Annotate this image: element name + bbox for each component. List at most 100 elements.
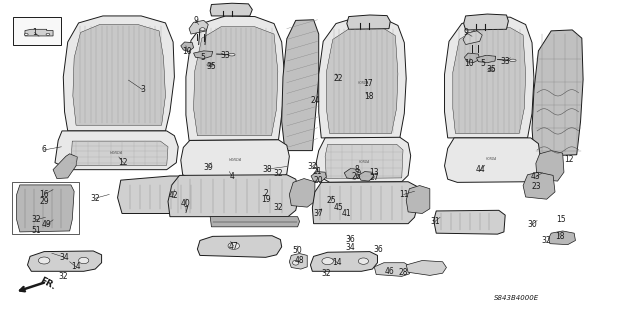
Polygon shape [476,55,495,63]
Text: 18: 18 [555,232,564,241]
Ellipse shape [209,64,212,66]
Text: 12: 12 [118,158,128,167]
Polygon shape [316,137,411,182]
Text: 27: 27 [369,174,379,182]
Text: 15: 15 [557,215,566,224]
Ellipse shape [488,68,494,71]
Ellipse shape [200,28,205,31]
Text: 41: 41 [342,209,351,218]
Polygon shape [25,29,53,36]
Text: 32: 32 [308,162,317,171]
Polygon shape [406,261,447,275]
Text: 32: 32 [542,236,552,245]
Polygon shape [53,154,77,179]
Polygon shape [312,182,419,224]
Text: 36: 36 [374,245,383,254]
Ellipse shape [322,258,333,265]
Polygon shape [311,172,326,182]
Text: HONDA: HONDA [358,81,369,85]
Polygon shape [434,210,505,234]
Polygon shape [536,151,564,181]
Text: 28: 28 [398,268,408,277]
Text: 25: 25 [326,196,336,205]
Polygon shape [445,138,540,182]
Polygon shape [358,172,374,181]
Text: 5: 5 [200,53,205,62]
Text: 12: 12 [564,155,574,164]
Polygon shape [193,51,212,58]
Text: 11: 11 [399,190,408,199]
Bar [13,17,61,45]
Polygon shape [17,185,74,232]
Text: 26: 26 [351,172,361,181]
Text: 32: 32 [31,215,40,224]
Text: 32: 32 [274,169,284,178]
Text: 32: 32 [90,194,100,203]
Polygon shape [186,16,285,140]
Text: 49: 49 [42,220,52,229]
Ellipse shape [79,257,89,264]
Text: 29: 29 [39,197,49,206]
Text: 34: 34 [60,253,69,262]
Polygon shape [289,179,315,207]
Text: 35: 35 [207,62,216,70]
Polygon shape [118,176,212,213]
Polygon shape [523,172,555,199]
Text: S843B4000E: S843B4000E [494,295,540,301]
Ellipse shape [24,33,28,35]
Ellipse shape [38,257,50,264]
Text: 40: 40 [181,199,191,208]
Polygon shape [310,252,378,271]
Text: 33: 33 [221,51,230,60]
Text: 30: 30 [527,220,537,229]
Text: 7: 7 [184,206,188,215]
Text: HONDA: HONDA [110,151,124,155]
Text: 36: 36 [346,235,356,244]
Polygon shape [445,17,534,138]
Polygon shape [326,28,398,133]
Ellipse shape [490,69,493,70]
Text: 23: 23 [531,182,541,191]
Polygon shape [28,251,102,271]
Polygon shape [63,16,174,131]
Text: 17: 17 [363,79,372,88]
Polygon shape [532,30,583,156]
Text: 14: 14 [332,258,342,267]
Polygon shape [180,42,193,51]
Text: 32: 32 [58,271,68,281]
Polygon shape [197,236,282,257]
Text: 22: 22 [333,74,342,83]
Text: 16: 16 [39,190,49,199]
Polygon shape [465,53,479,63]
Polygon shape [193,27,278,136]
Polygon shape [464,14,508,30]
Text: 9: 9 [463,28,468,37]
Text: 44: 44 [476,165,486,174]
Text: 14: 14 [71,262,81,271]
Text: 13: 13 [369,168,379,177]
Text: 45: 45 [333,203,344,211]
Text: 5: 5 [481,59,485,68]
Ellipse shape [292,260,299,265]
Text: 31: 31 [430,217,440,226]
Polygon shape [453,28,525,133]
Text: 50: 50 [292,246,302,255]
Text: 2: 2 [263,189,268,198]
Ellipse shape [358,258,369,264]
Polygon shape [347,15,390,29]
Polygon shape [344,168,362,179]
Text: 42: 42 [168,190,178,200]
Polygon shape [55,131,178,170]
Ellipse shape [46,33,50,35]
Polygon shape [71,141,168,166]
Text: 10: 10 [182,47,192,56]
Polygon shape [189,20,208,34]
Ellipse shape [207,63,213,66]
Text: 51: 51 [31,226,40,235]
Text: 10: 10 [464,59,474,68]
Text: 43: 43 [531,173,541,182]
Polygon shape [374,263,411,276]
Text: HONDA: HONDA [486,158,497,161]
Polygon shape [210,217,300,227]
Bar [12,182,79,234]
